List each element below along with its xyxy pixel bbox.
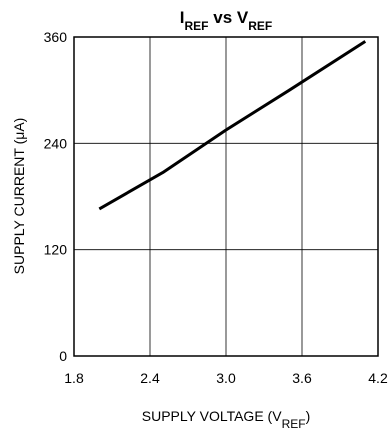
text-part-1: REF <box>185 19 209 33</box>
x-tick-label-0: 1.8 <box>64 370 84 386</box>
text-part-0: SUPPLY VOLTAGE (V <box>142 408 282 424</box>
x-tick-labels: 1.8 2.4 3.0 3.6 4.2 <box>64 370 388 386</box>
series-line-0 <box>98 40 367 211</box>
series-group <box>98 40 367 211</box>
plot-frame <box>73 36 379 357</box>
y-tick-label-3: 360 <box>44 29 68 45</box>
text-part-3: REF <box>248 19 272 33</box>
y-tick-label-1: 120 <box>44 242 68 258</box>
text-part-0: I <box>180 8 185 27</box>
y-tick-label-2: 240 <box>44 135 68 151</box>
x-tick-label-4: 4.2 <box>368 370 388 386</box>
x-tick-label-3: 3.6 <box>292 370 312 386</box>
chart-title: IREF vs VREF <box>180 8 272 33</box>
text-part-2: vs V <box>209 8 249 27</box>
y-tick-labels: 0 120 240 360 <box>44 29 68 364</box>
y-tick-label-0: 0 <box>59 348 67 364</box>
text-part-1: REF <box>282 417 306 431</box>
grid <box>74 37 378 356</box>
text-part-2: ) <box>306 408 311 424</box>
y-axis-label: SUPPLY CURRENT (μA) <box>11 118 27 275</box>
x-axis-label: SUPPLY VOLTAGE (VREF) <box>142 408 310 431</box>
x-tick-label-1: 2.4 <box>140 370 160 386</box>
x-tick-label-2: 3.0 <box>216 370 236 386</box>
